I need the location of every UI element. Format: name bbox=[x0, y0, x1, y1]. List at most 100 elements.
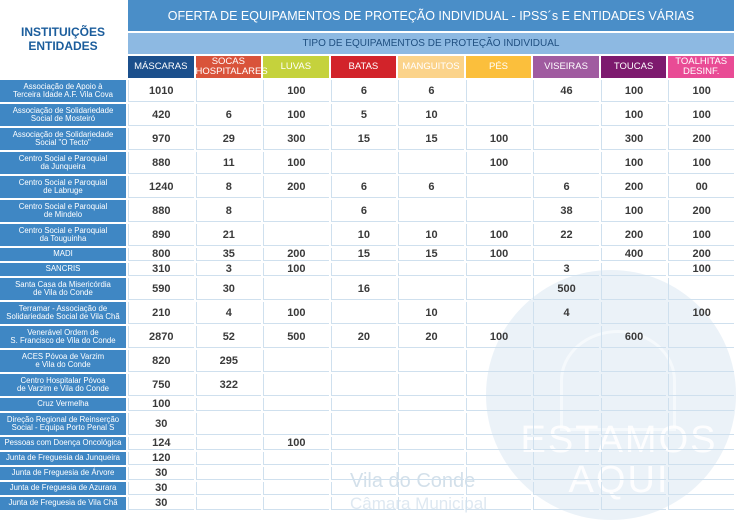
quantity-cell bbox=[195, 467, 262, 480]
institution-name-line1: Associação de Apoio à bbox=[23, 81, 103, 91]
institution-name-line2: Social - Equipa Porto Penal S bbox=[11, 423, 115, 432]
quantity-cell bbox=[263, 200, 329, 222]
institution-name-line2: de Labruge bbox=[43, 186, 83, 195]
quantity-cell bbox=[465, 437, 532, 450]
quantity-cell: 20 bbox=[398, 326, 464, 348]
quantity-cell bbox=[533, 326, 599, 348]
column-header-label: BATAS bbox=[348, 61, 379, 72]
quantity-cell: 6 bbox=[398, 176, 464, 198]
quantity-cell: 30 bbox=[128, 467, 194, 480]
quantity-cell: 100 bbox=[668, 152, 734, 174]
quantity-cell bbox=[533, 350, 599, 372]
column-header-label: LUVAS bbox=[280, 61, 312, 72]
quantity-cell: 500 bbox=[533, 278, 599, 300]
quantity-cell bbox=[668, 398, 734, 411]
column-header-label-line2: DESINF. bbox=[682, 66, 720, 77]
quantity-cell bbox=[330, 374, 397, 396]
quantity-cell: 100 bbox=[263, 80, 329, 102]
quantity-cell: 100 bbox=[263, 437, 329, 450]
institution-name: Centro Social e Paroquial da Junqueira bbox=[0, 152, 126, 174]
quantity-cell: 100 bbox=[668, 80, 734, 102]
column-headers: MÁSCARAS SOCAS HOSPITALARES LUVAS BATAS MANGU… bbox=[0, 56, 734, 78]
quantity-cell bbox=[330, 398, 397, 411]
quantity-cell: 2870 bbox=[128, 326, 194, 348]
quantity-cell bbox=[263, 452, 329, 465]
column-header-socas: SOCAS HOSPITALARES bbox=[195, 56, 268, 78]
quantity-cell bbox=[330, 437, 397, 450]
quantity-cell bbox=[330, 413, 397, 435]
quantity-cell: 1010 bbox=[128, 80, 194, 102]
quantity-cell: 16 bbox=[330, 278, 397, 300]
quantity-cell: 46 bbox=[533, 80, 599, 102]
quantity-cell bbox=[465, 467, 532, 480]
quantity-cell: 15 bbox=[398, 248, 464, 261]
quantity-cell: 15 bbox=[330, 248, 397, 261]
institution-name: Associação de Apoio à Terceira Idade A.F.… bbox=[0, 80, 126, 102]
quantity-cell bbox=[668, 350, 734, 372]
quantity-cell: 210 bbox=[128, 302, 194, 324]
institution-name: Venerável Ordem de S. Francisco de Vila d… bbox=[0, 326, 126, 348]
quantity-cell bbox=[398, 437, 464, 450]
quantity-cell: 11 bbox=[195, 152, 262, 174]
quantity-cell bbox=[465, 452, 532, 465]
quantity-cell bbox=[398, 263, 464, 276]
column-header-viseiras: VISEIRAS bbox=[533, 56, 599, 78]
institution-name: Junta de Freguesia de Azurara bbox=[0, 482, 126, 495]
institution-name-line1: Associação de Solidariedade bbox=[12, 105, 114, 115]
quantity-cell: 52 bbox=[195, 326, 262, 348]
quantity-cell bbox=[398, 350, 464, 372]
quantity-cell: 00 bbox=[668, 176, 734, 198]
table-row: SANCRIS 310 3 100 3 100 bbox=[0, 263, 734, 276]
quantity-cell: 750 bbox=[128, 374, 194, 396]
quantity-cell bbox=[600, 263, 667, 276]
quantity-cell bbox=[465, 104, 532, 126]
quantity-cell: 100 bbox=[263, 104, 329, 126]
quantity-cell bbox=[668, 497, 734, 510]
table-row: Junta de Freguesia de Vila Chã 30 bbox=[0, 497, 734, 510]
quantity-cell: 10 bbox=[330, 224, 397, 246]
column-header-label: VISEIRAS bbox=[544, 61, 588, 72]
quantity-cell bbox=[600, 482, 667, 495]
quantity-cell bbox=[330, 152, 397, 174]
quantity-cell bbox=[465, 482, 532, 495]
quantity-cell bbox=[533, 437, 599, 450]
quantity-cell: 3 bbox=[195, 263, 262, 276]
quantity-cell bbox=[600, 278, 667, 300]
table-row: Venerável Ordem de S. Francisco de Vila d… bbox=[0, 326, 734, 348]
quantity-cell: 100 bbox=[465, 248, 532, 261]
institution-name-line1: Junta de Freguesia de Azurara bbox=[9, 483, 117, 493]
institution-name: Junta de Freguesia da Junqueira bbox=[0, 452, 126, 465]
quantity-cell bbox=[533, 482, 599, 495]
institution-name-line2: e Vila do Conde bbox=[35, 360, 91, 369]
table-row: Junta de Freguesia de Azurara 30 bbox=[0, 482, 734, 495]
quantity-cell bbox=[330, 452, 397, 465]
quantity-cell bbox=[533, 413, 599, 435]
quantity-cell bbox=[668, 437, 734, 450]
quantity-cell: 15 bbox=[330, 128, 397, 150]
quantity-cell: 800 bbox=[128, 248, 194, 261]
quantity-cell: 100 bbox=[465, 326, 532, 348]
quantity-cell: 10 bbox=[398, 224, 464, 246]
institution-name-line1: Centro Social e Paroquial bbox=[18, 201, 108, 211]
institution-name: SANCRIS bbox=[0, 263, 126, 276]
quantity-cell: 200 bbox=[263, 248, 329, 261]
quantity-cell bbox=[330, 467, 397, 480]
quantity-cell bbox=[465, 497, 532, 510]
quantity-cell bbox=[465, 398, 532, 411]
quantity-cell bbox=[263, 467, 329, 480]
quantity-cell: 100 bbox=[263, 302, 329, 324]
institution-name-line2: Solidariedade Social de Vila Chã bbox=[6, 312, 120, 321]
quantity-cell: 200 bbox=[668, 200, 734, 222]
quantity-cell: 100 bbox=[263, 263, 329, 276]
page-title: OFERTA DE EQUIPAMENTOS DE PROTEÇÃO INDIV… bbox=[128, 0, 734, 31]
quantity-cell: 100 bbox=[128, 398, 194, 411]
quantity-cell bbox=[398, 452, 464, 465]
quantity-cell bbox=[533, 374, 599, 396]
quantity-cell bbox=[533, 398, 599, 411]
quantity-cell bbox=[330, 302, 397, 324]
institution-name-line1: MADI bbox=[53, 249, 73, 259]
table-row: Associação de Apoio à Terceira Idade A.F.… bbox=[0, 80, 734, 102]
quantity-cell bbox=[330, 350, 397, 372]
table-row: Terramar - Associação de Solidariedade So… bbox=[0, 302, 734, 324]
quantity-cell: 35 bbox=[195, 248, 262, 261]
